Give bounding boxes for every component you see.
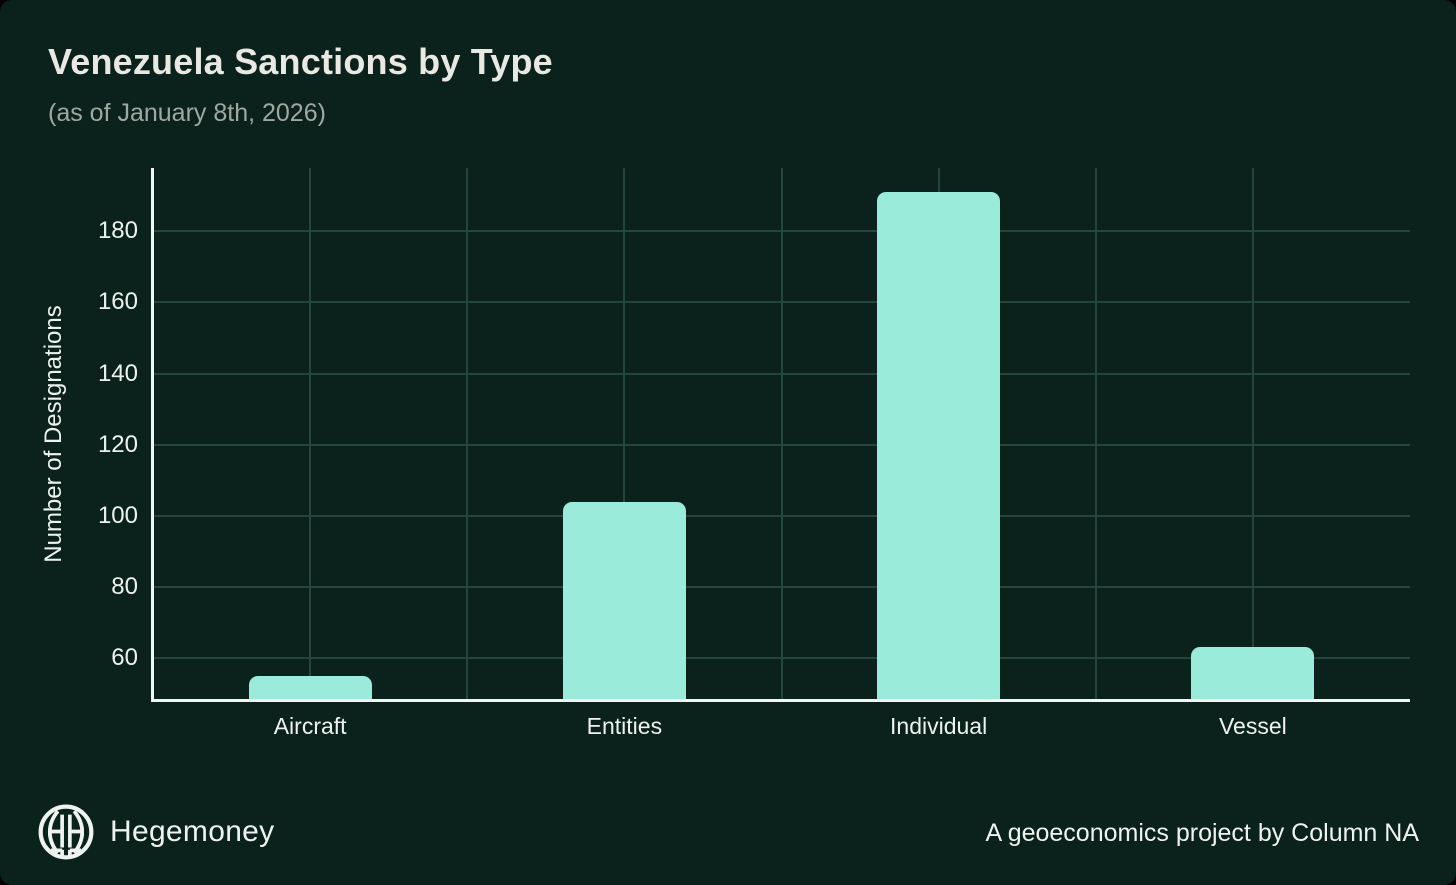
chart-subtitle: (as of January 8th, 2026) [48, 99, 326, 127]
x-gridline [780, 168, 783, 700]
bar-entities [562, 501, 686, 700]
y-tick-label: 80 [111, 572, 138, 600]
y-tick-label: 180 [97, 217, 138, 245]
x-tick-label-aircraft: Aircraft [273, 713, 347, 739]
hegemoney-globe-icon [38, 804, 94, 860]
y-axis-spine [151, 168, 154, 700]
y-tick-label: 140 [97, 359, 138, 387]
y-tick-label: 160 [97, 288, 138, 316]
plot-area [151, 168, 1410, 702]
footer-credit: A geoeconomics project by Column NA [985, 819, 1419, 847]
y-tick-label: 100 [97, 501, 138, 529]
chart-title: Venezuela Sanctions by Type [48, 41, 553, 82]
x-gridline [1094, 168, 1097, 700]
brand-name: Hegemoney [110, 815, 275, 848]
x-tick-label-individual: Individual [890, 713, 988, 739]
x-tick-label-entities: Entities [586, 713, 663, 739]
bar-individual [877, 192, 1001, 700]
y-tick-label: 120 [97, 430, 138, 458]
bar-vessel [1191, 647, 1315, 700]
x-tick-label-vessel: Vessel [1218, 713, 1287, 739]
x-gridline [309, 168, 312, 700]
bar-aircraft [248, 675, 372, 700]
x-axis-spine [151, 699, 1410, 702]
x-gridline [623, 168, 626, 700]
x-gridline [1251, 168, 1254, 700]
x-gridline [466, 168, 469, 700]
y-tick-label: 60 [111, 644, 138, 672]
